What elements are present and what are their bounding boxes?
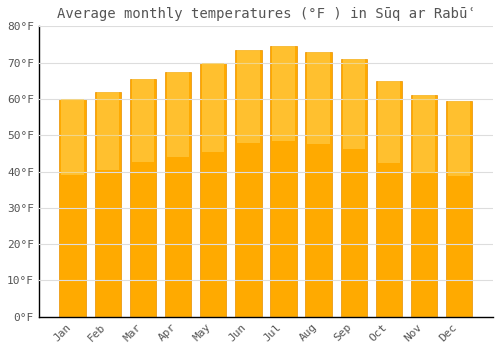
Bar: [132, 79, 154, 162]
Bar: [448, 101, 470, 176]
Bar: [308, 52, 330, 145]
Title: Average monthly temperatures (°F ) in Sūq ar Rabūʿ: Average monthly temperatures (°F ) in Sū…: [56, 7, 476, 21]
Bar: [306, 52, 332, 317]
Bar: [237, 50, 260, 143]
Bar: [235, 50, 262, 317]
Bar: [378, 81, 400, 163]
Bar: [446, 101, 472, 317]
Bar: [272, 46, 294, 141]
Bar: [200, 63, 226, 317]
Bar: [167, 72, 190, 158]
Bar: [130, 79, 156, 317]
Bar: [96, 92, 119, 170]
Bar: [202, 63, 224, 152]
Bar: [413, 95, 436, 173]
Bar: [270, 46, 296, 317]
Bar: [411, 95, 438, 317]
Bar: [376, 81, 402, 317]
Bar: [340, 59, 367, 317]
Bar: [165, 72, 191, 317]
Bar: [62, 99, 84, 175]
Bar: [342, 59, 365, 149]
Bar: [94, 92, 121, 317]
Bar: [60, 99, 86, 317]
